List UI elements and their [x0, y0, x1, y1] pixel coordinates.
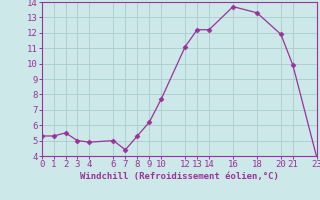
X-axis label: Windchill (Refroidissement éolien,°C): Windchill (Refroidissement éolien,°C) [80, 172, 279, 181]
